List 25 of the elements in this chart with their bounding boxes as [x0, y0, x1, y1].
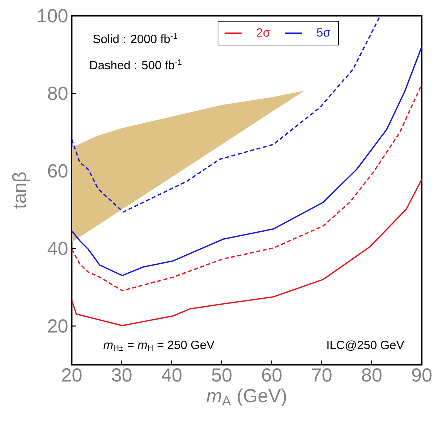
y-tick-label: 60: [48, 164, 68, 178]
x-tick-label: 30: [112, 368, 132, 382]
x-tick-label: 90: [412, 368, 432, 382]
y-tick-label: 40: [48, 242, 68, 256]
line-series: [72, 84, 422, 292]
annotation: ILC@250 GeV: [328, 340, 404, 352]
legend-label: 5σ: [317, 28, 331, 37]
x-tick-label: 80: [362, 368, 382, 382]
x-axis-title: m$_{A}$ (GeV): [206, 388, 286, 406]
annotation: m$_{H±}$ = m$_{H}$ = 250 GeV: [104, 340, 215, 352]
x-tick-label: 20: [62, 368, 82, 382]
x-tick-label: 70: [312, 368, 332, 382]
line-series: [72, 46, 422, 276]
x-tick-label: 50: [212, 368, 232, 382]
annotation: Solid : 2000 fb$^{-1}$: [94, 33, 178, 44]
x-tick-label: 60: [262, 368, 282, 382]
legend-label: 2σ: [257, 28, 270, 37]
line-series: [72, 178, 422, 326]
y-tick-label: 100: [38, 9, 68, 23]
annotation: Dashed : 500 fb$^{-1}$: [90, 60, 182, 70]
y-axis-title: tanβ: [12, 172, 30, 209]
line-series: [72, 16, 382, 213]
y-tick-label: 20: [48, 320, 68, 333]
x-tick-label: 40: [162, 368, 182, 382]
y-tick-label: 80: [48, 86, 68, 100]
